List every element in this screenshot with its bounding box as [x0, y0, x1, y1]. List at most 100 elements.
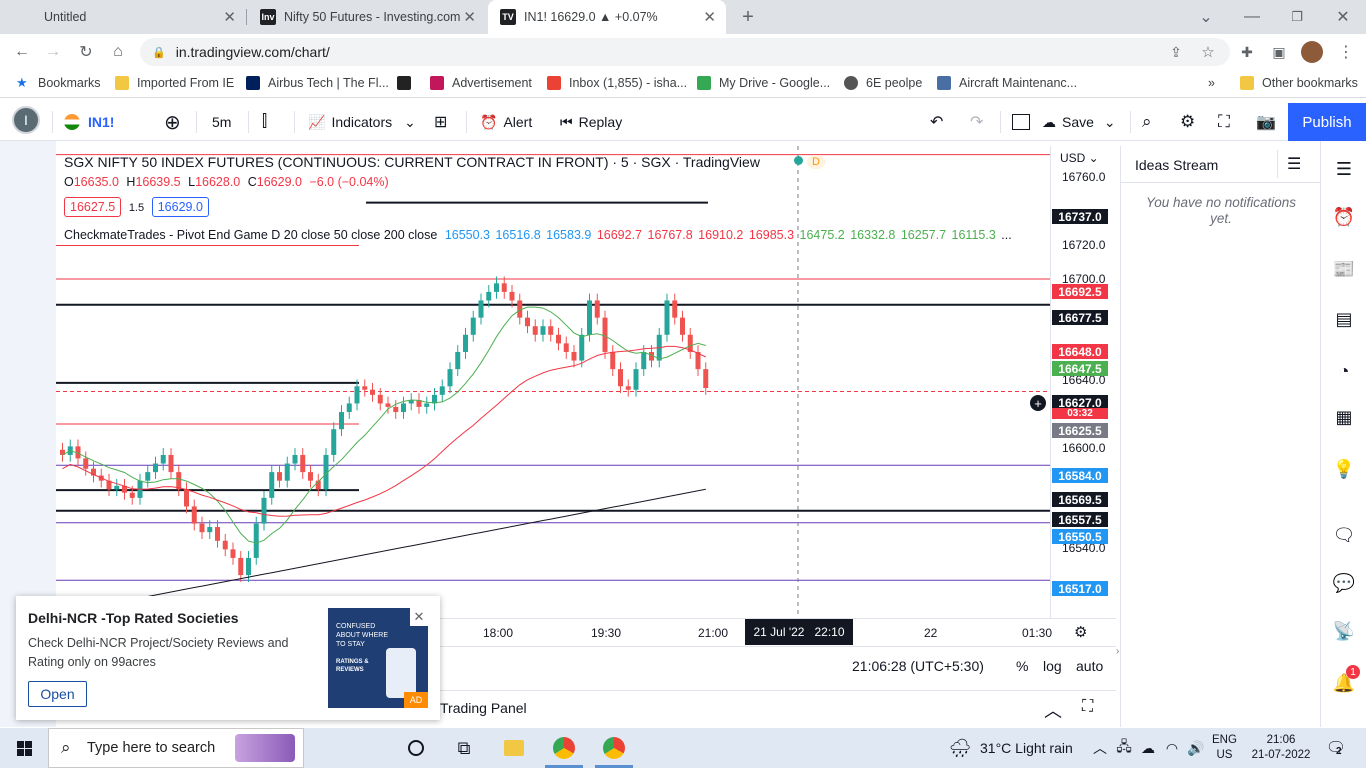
- bookmark-item[interactable]: 6E peolpe: [844, 76, 922, 90]
- chrome-icon[interactable]: [602, 736, 626, 760]
- streams-broadcast-icon[interactable]: 📡: [1332, 620, 1356, 641]
- clock-tray[interactable]: 21:06 21-07-2022: [1251, 734, 1311, 761]
- buy-sell-widget[interactable]: 16627.5 1.5 16629.0: [64, 197, 209, 217]
- redo-icon[interactable]: ↷: [970, 114, 984, 131]
- ad-close-icon[interactable]: ✕: [410, 608, 428, 626]
- bookmark-star-icon[interactable]: ☆: [1201, 44, 1215, 61]
- user-avatar[interactable]: I: [12, 106, 40, 134]
- url-input[interactable]: 🔒 in.tradingview.com/chart/: [140, 38, 1230, 66]
- windows-start-icon[interactable]: [12, 736, 36, 760]
- indicators-button[interactable]: 📈 Indicators ⌄: [308, 113, 416, 131]
- add-alert-plus-icon[interactable]: +: [1030, 395, 1046, 411]
- hotlist-icon[interactable]: ◔: [1338, 360, 1350, 381]
- taskbar-search-input[interactable]: ⌕ Type here to search: [48, 728, 304, 768]
- calendar-icon[interactable]: ▦: [1335, 406, 1353, 427]
- data-window-icon[interactable]: ▤: [1335, 308, 1353, 329]
- close-icon[interactable]: ✕: [223, 9, 236, 26]
- forward-icon[interactable]: →: [45, 43, 61, 60]
- reload-icon[interactable]: ↻: [79, 44, 93, 61]
- save-button[interactable]: ☁ Save ⌄: [1042, 113, 1116, 131]
- ad-title[interactable]: Delhi-NCR -Top Rated Societies: [28, 610, 239, 626]
- file-explorer-icon[interactable]: [502, 736, 526, 760]
- other-bookmarks[interactable]: Other bookmarks: [1240, 76, 1358, 90]
- wifi-icon[interactable]: ◠: [1165, 739, 1179, 756]
- publish-button[interactable]: Publish: [1288, 103, 1366, 141]
- compare-plus-icon[interactable]: ⊕: [164, 111, 181, 134]
- tab-untitled[interactable]: Untitled ✕: [0, 0, 246, 34]
- news-icon[interactable]: 📰: [1332, 258, 1356, 279]
- volume-icon[interactable]: 🔊: [1187, 739, 1205, 756]
- tab-investing[interactable]: Inv Nifty 50 Futures - Investing.com ✕: [248, 0, 486, 34]
- close-icon[interactable]: ✕: [463, 9, 476, 26]
- share-icon[interactable]: ⇪: [1170, 43, 1182, 60]
- home-icon[interactable]: ⌂: [113, 43, 123, 60]
- list-menu-icon[interactable]: ☰: [1287, 156, 1302, 173]
- percent-scale-toggle[interactable]: %: [1016, 658, 1029, 674]
- layout-icon[interactable]: [1012, 111, 1030, 133]
- task-view-icon[interactable]: ⧉: [457, 737, 471, 758]
- search-icon[interactable]: ⌕: [1142, 112, 1152, 131]
- weather-text[interactable]: 31°C Light rain: [980, 740, 1073, 756]
- camera-icon[interactable]: 📷: [1256, 114, 1276, 131]
- chevron-up-icon[interactable]: ︿: [1044, 701, 1062, 721]
- tab-tradingview[interactable]: TV IN1! 16629.0 ▲ +0.07% ✕: [488, 0, 726, 34]
- chats-icon[interactable]: 💬: [1332, 572, 1356, 593]
- chat-icon[interactable]: 🗨: [1332, 524, 1356, 545]
- advertisement-popup[interactable]: Delhi-NCR -Top Rated Societies Check Del…: [16, 596, 440, 720]
- auto-scale-toggle[interactable]: auto: [1076, 658, 1104, 674]
- ad-open-button[interactable]: Open: [28, 681, 87, 707]
- window-close-icon[interactable]: ✕: [1336, 9, 1350, 26]
- fullscreen-icon[interactable]: ⛶: [1218, 112, 1230, 131]
- currency-selector[interactable]: USD ⌄: [1060, 151, 1099, 165]
- replay-button[interactable]: ⏮ Replay: [560, 113, 623, 131]
- panel-collapse-icon[interactable]: ›: [1116, 646, 1120, 657]
- input-language[interactable]: ENG US: [1212, 734, 1237, 761]
- ideas-lightbulb-icon[interactable]: 💡: [1332, 458, 1356, 479]
- sidepanel-icon[interactable]: ▣: [1272, 43, 1286, 60]
- indicator-legend[interactable]: CheckmateTrades - Pivot End Game D 20 cl…: [64, 228, 1012, 242]
- extensions-icon[interactable]: ✚: [1241, 43, 1253, 60]
- more-bookmarks-icon[interactable]: »: [1208, 76, 1215, 90]
- back-icon[interactable]: ←: [14, 43, 30, 60]
- onedrive-cloud-icon[interactable]: ☁: [1141, 739, 1155, 756]
- weather-cloud-icon[interactable]: 🌧: [948, 737, 972, 758]
- tab-search-chevron-down-icon[interactable]: ⌄: [1199, 9, 1213, 26]
- bookmark-item[interactable]: Aircraft Maintenanc...: [937, 76, 1077, 90]
- minimize-icon[interactable]: —: [1244, 8, 1260, 25]
- bookmark-item[interactable]: My Drive - Google...: [697, 76, 830, 90]
- layouts-grid-icon[interactable]: ⊞: [434, 114, 448, 131]
- alarm-clock-icon[interactable]: ⏰: [1332, 206, 1356, 227]
- sell-price[interactable]: 16627.5: [64, 197, 122, 217]
- maximize-icon[interactable]: ⛶: [1082, 698, 1094, 715]
- restore-icon[interactable]: ❐: [1291, 9, 1303, 24]
- bookmark-item[interactable]: Imported From IE: [115, 76, 234, 90]
- new-tab-icon[interactable]: +: [742, 5, 754, 28]
- cortana-circle-icon[interactable]: [404, 736, 428, 760]
- watchlist-icon[interactable]: ☰: [1335, 158, 1353, 179]
- interval-selector[interactable]: 5m: [212, 114, 232, 130]
- gear-icon[interactable]: ⚙: [1074, 624, 1088, 641]
- network-icon[interactable]: 🖧: [1116, 738, 1132, 754]
- price-chart[interactable]: [56, 146, 1116, 618]
- symbol-search[interactable]: IN1!: [64, 111, 114, 133]
- log-scale-toggle[interactable]: log: [1043, 658, 1062, 674]
- bookmark-item[interactable]: [397, 76, 419, 90]
- buy-price[interactable]: 16629.0: [151, 197, 209, 217]
- alert-button[interactable]: ⏰ Alert: [480, 113, 533, 131]
- chevron-up-icon[interactable]: ︿: [1093, 740, 1107, 756]
- avatar[interactable]: [1300, 40, 1324, 64]
- action-center-icon[interactable]: 🗨: [1325, 740, 1347, 757]
- candles-icon[interactable]: ⫿: [262, 113, 268, 130]
- clock[interactable]: 21:06:28 (UTC+5:30): [852, 658, 984, 674]
- chart-area[interactable]: SGX NIFTY 50 INDEX FUTURES (CONTINUOUS: …: [56, 146, 1116, 618]
- chrome-icon[interactable]: [552, 736, 576, 760]
- close-icon[interactable]: ✕: [703, 9, 716, 26]
- bookmark-item[interactable]: Inbox (1,855) - isha...: [547, 76, 687, 90]
- bookmark-item[interactable]: ★ Bookmarks: [16, 75, 101, 91]
- gear-icon[interactable]: ⚙: [1180, 112, 1196, 131]
- bookmark-item[interactable]: Advertisement: [430, 76, 532, 90]
- menu-kebab-icon[interactable]: ⋮: [1338, 44, 1354, 61]
- bookmark-item[interactable]: Airbus Tech | The Fl...: [246, 76, 389, 90]
- trading-panel-tab[interactable]: Trading Panel: [440, 700, 527, 716]
- undo-icon[interactable]: ↶: [930, 114, 944, 131]
